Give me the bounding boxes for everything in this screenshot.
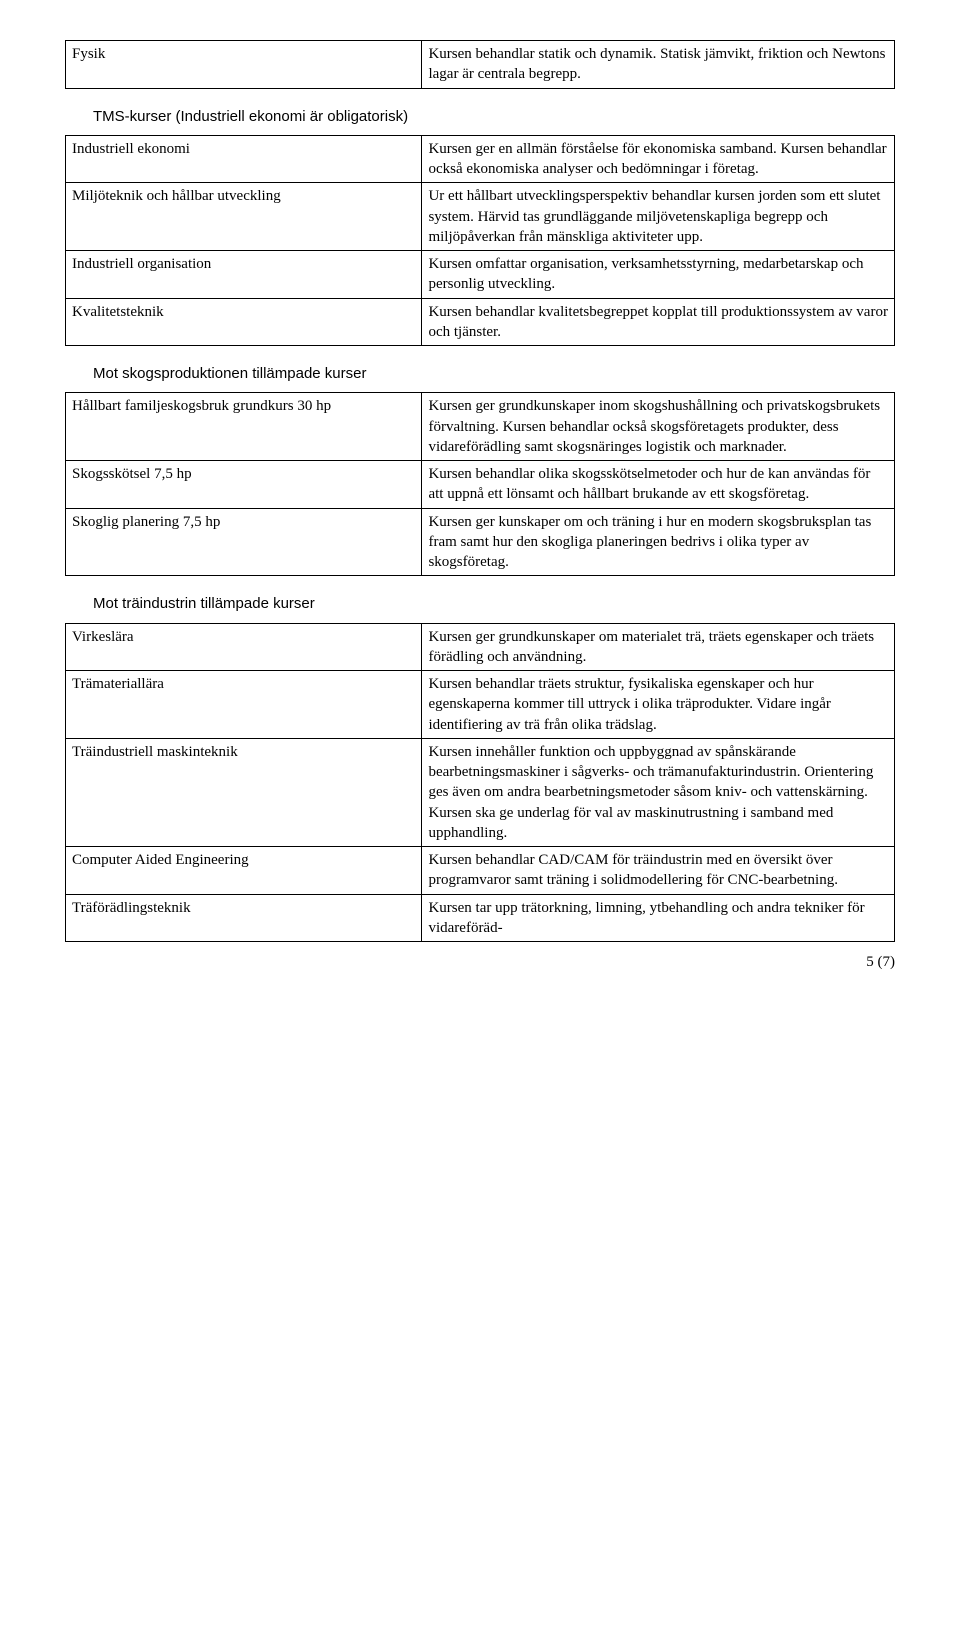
course-desc: Kursen ger grundkunskaper om materialet …	[422, 623, 895, 671]
table-tms: Industriell ekonomi Kursen ger en allmän…	[65, 135, 895, 346]
table-row: Computer Aided Engineering Kursen behand…	[66, 847, 895, 895]
page-footer: 5 (7)	[65, 952, 895, 972]
table-row: Fysik Kursen behandlar statik och dynami…	[66, 41, 895, 89]
section-heading-skog: Mot skogsproduktionen tillämpade kurser	[93, 364, 895, 384]
course-desc: Kursen tar upp trätorkning, limning, ytb…	[422, 894, 895, 942]
course-name: Virkeslära	[66, 623, 422, 671]
table-row: Kvalitetsteknik Kursen behandlar kvalite…	[66, 298, 895, 346]
course-name: Kvalitetsteknik	[66, 298, 422, 346]
table-row: Miljöteknik och hållbar utveckling Ur et…	[66, 183, 895, 251]
course-name: Industriell ekonomi	[66, 135, 422, 183]
course-name: Fysik	[66, 41, 422, 89]
table-row: Industriell ekonomi Kursen ger en allmän…	[66, 135, 895, 183]
course-name: Miljöteknik och hållbar utveckling	[66, 183, 422, 251]
page: Fysik Kursen behandlar statik och dynami…	[65, 40, 895, 972]
table-row: Trämateriallära Kursen behandlar träets …	[66, 671, 895, 739]
table-fysik: Fysik Kursen behandlar statik och dynami…	[65, 40, 895, 89]
course-desc: Kursen behandlar träets struktur, fysika…	[422, 671, 895, 739]
course-name: Träförädlingsteknik	[66, 894, 422, 942]
course-name: Trämateriallära	[66, 671, 422, 739]
course-desc: Kursen behandlar CAD/CAM för träindustri…	[422, 847, 895, 895]
course-name: Industriell organisation	[66, 251, 422, 299]
course-desc: Kursen behandlar statik och dynamik. Sta…	[422, 41, 895, 89]
course-desc: Kursen ger kunskaper om och träning i hu…	[422, 508, 895, 576]
course-desc: Kursen ger grundkunskaper inom skogshush…	[422, 393, 895, 461]
course-desc: Kursen behandlar kvalitetsbegreppet kopp…	[422, 298, 895, 346]
course-desc: Kursen innehåller funktion och uppbyggna…	[422, 738, 895, 846]
course-desc: Kursen omfattar organisation, verksamhet…	[422, 251, 895, 299]
course-name: Skoglig planering 7,5 hp	[66, 508, 422, 576]
table-row: Hållbart familjeskogsbruk grundkurs 30 h…	[66, 393, 895, 461]
table-row: Träindustriell maskinteknik Kursen inneh…	[66, 738, 895, 846]
course-name: Hållbart familjeskogsbruk grundkurs 30 h…	[66, 393, 422, 461]
table-row: Industriell organisation Kursen omfattar…	[66, 251, 895, 299]
section-heading-tra: Mot träindustrin tillämpade kurser	[93, 594, 895, 614]
table-row: Träförädlingsteknik Kursen tar upp träto…	[66, 894, 895, 942]
course-desc: Kursen behandlar olika skogsskötselmetod…	[422, 461, 895, 509]
table-skog: Hållbart familjeskogsbruk grundkurs 30 h…	[65, 392, 895, 576]
table-tra: Virkeslära Kursen ger grundkunskaper om …	[65, 623, 895, 943]
course-name: Computer Aided Engineering	[66, 847, 422, 895]
table-row: Skoglig planering 7,5 hp Kursen ger kuns…	[66, 508, 895, 576]
table-row: Virkeslära Kursen ger grundkunskaper om …	[66, 623, 895, 671]
table-row: Skogsskötsel 7,5 hp Kursen behandlar oli…	[66, 461, 895, 509]
section-heading-tms: TMS-kurser (Industriell ekonomi är oblig…	[93, 107, 895, 127]
course-name: Skogsskötsel 7,5 hp	[66, 461, 422, 509]
course-desc: Ur ett hållbart utvecklingsperspektiv be…	[422, 183, 895, 251]
course-name: Träindustriell maskinteknik	[66, 738, 422, 846]
course-desc: Kursen ger en allmän förståelse för ekon…	[422, 135, 895, 183]
